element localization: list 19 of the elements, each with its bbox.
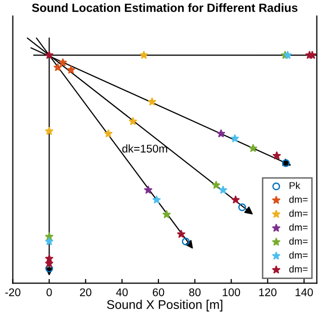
legend-label: dm=	[289, 224, 308, 231]
legend-label: dm=	[289, 251, 308, 259]
x-axis-title: Sound X Position [m]	[107, 300, 222, 312]
x-tick-label: 140	[296, 288, 313, 296]
annotation: dk=150m	[122, 144, 168, 153]
legend-label: dm=	[289, 210, 308, 217]
x-tick-label: 40	[116, 288, 128, 296]
legend-label: Pk	[290, 182, 300, 189]
x-tick-label: 0	[46, 288, 52, 296]
x-tick-label: -20	[5, 288, 20, 296]
legend-label: dm=	[289, 238, 308, 245]
x-tick-label: 60	[152, 288, 164, 296]
x-tick-label: 100	[222, 288, 240, 296]
chart-title: Sound Location Estimation for Different Radius	[32, 3, 298, 12]
x-tick-label: 120	[259, 288, 276, 296]
legend-label: dm=	[289, 265, 308, 273]
x-tick-label: 80	[189, 288, 201, 296]
legend-label: dm=	[289, 196, 308, 203]
x-tick-label: 20	[80, 288, 92, 296]
